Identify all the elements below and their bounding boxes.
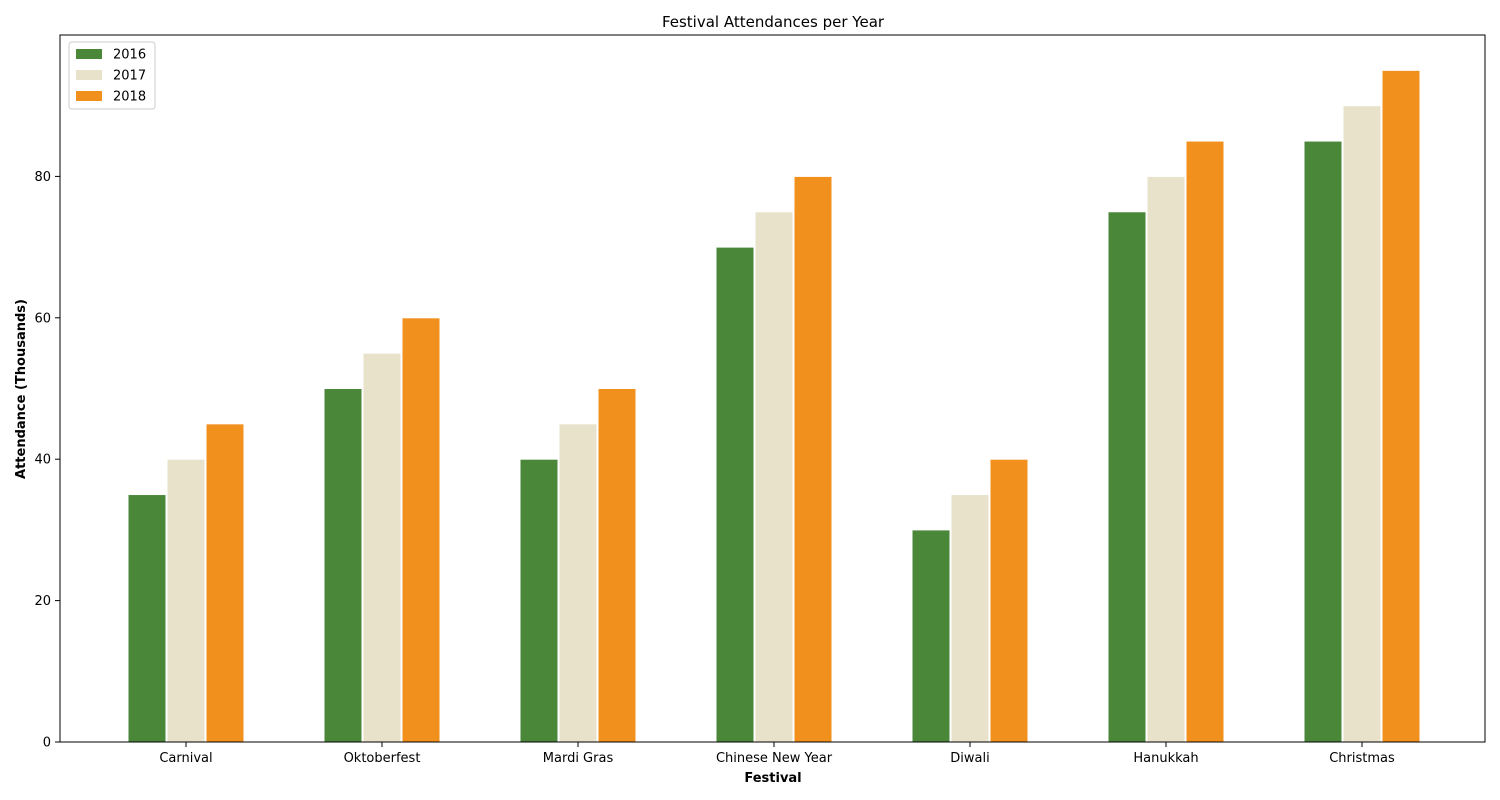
x-tick-label: Diwali xyxy=(950,751,989,766)
bar-2016-oktoberfest xyxy=(323,388,363,743)
x-axis-title: Festival xyxy=(744,771,801,786)
bar-2016-diwali xyxy=(911,529,951,743)
x-tick-label: Chinese New Year xyxy=(716,751,833,766)
plot-frame xyxy=(59,34,1486,743)
legend: 2016 2017 2018 xyxy=(68,41,156,110)
x-tick-label: Christmas xyxy=(1329,751,1395,766)
x-tick-label: Carnival xyxy=(159,751,212,766)
bars-layer xyxy=(127,69,1421,743)
y-tick-label: 80 xyxy=(34,170,51,185)
bar-2017-oktoberfest xyxy=(362,352,402,743)
bar-2018-carnival xyxy=(205,423,245,743)
legend-label-2016: 2016 xyxy=(113,48,146,63)
y-tick-label: 60 xyxy=(34,311,51,326)
bar-2016-hanukkah xyxy=(1107,211,1147,743)
bar-2018-oktoberfest xyxy=(401,317,441,743)
x-tick-label: Hanukkah xyxy=(1133,751,1198,766)
x-tick-label: Oktoberfest xyxy=(344,751,421,766)
bar-2017-christmas xyxy=(1342,105,1382,743)
bar-2018-hanukkah xyxy=(1185,140,1225,743)
y-axis: 0 20 40 60 80 xyxy=(34,170,60,751)
y-tick-label: 20 xyxy=(34,594,51,609)
x-axis: Carnival Oktoberfest Mardi Gras Chinese New… xyxy=(159,742,1395,766)
bar-2018-christmas xyxy=(1381,69,1421,743)
legend-swatch-2016 xyxy=(76,49,102,59)
bar-2016-christmas xyxy=(1303,140,1343,743)
y-tick-label: 0 xyxy=(43,736,51,751)
legend-label-2018: 2018 xyxy=(113,90,146,105)
bar-2016-mardi-gras xyxy=(519,458,559,743)
bar-2018-chinese-new-year xyxy=(793,175,833,743)
bar-2017-carnival xyxy=(166,458,206,743)
x-tick-label: Mardi Gras xyxy=(543,751,614,766)
bar-2017-diwali xyxy=(950,494,990,743)
legend-swatch-2017 xyxy=(76,70,102,80)
legend-label-2017: 2017 xyxy=(113,69,146,84)
y-axis-title: Attendance (Thousands) xyxy=(14,299,29,479)
legend-swatch-2018 xyxy=(76,91,102,101)
chart-title: Festival Attendances per Year xyxy=(662,13,885,31)
bar-2017-chinese-new-year xyxy=(754,211,794,743)
bar-2016-carnival xyxy=(127,494,167,743)
bar-2016-chinese-new-year xyxy=(715,246,755,743)
bar-2018-diwali xyxy=(989,458,1029,743)
bar-2017-mardi-gras xyxy=(558,423,598,743)
y-tick-label: 40 xyxy=(34,453,51,468)
bar-2017-hanukkah xyxy=(1146,175,1186,743)
bar-2018-mardi-gras xyxy=(597,388,637,743)
